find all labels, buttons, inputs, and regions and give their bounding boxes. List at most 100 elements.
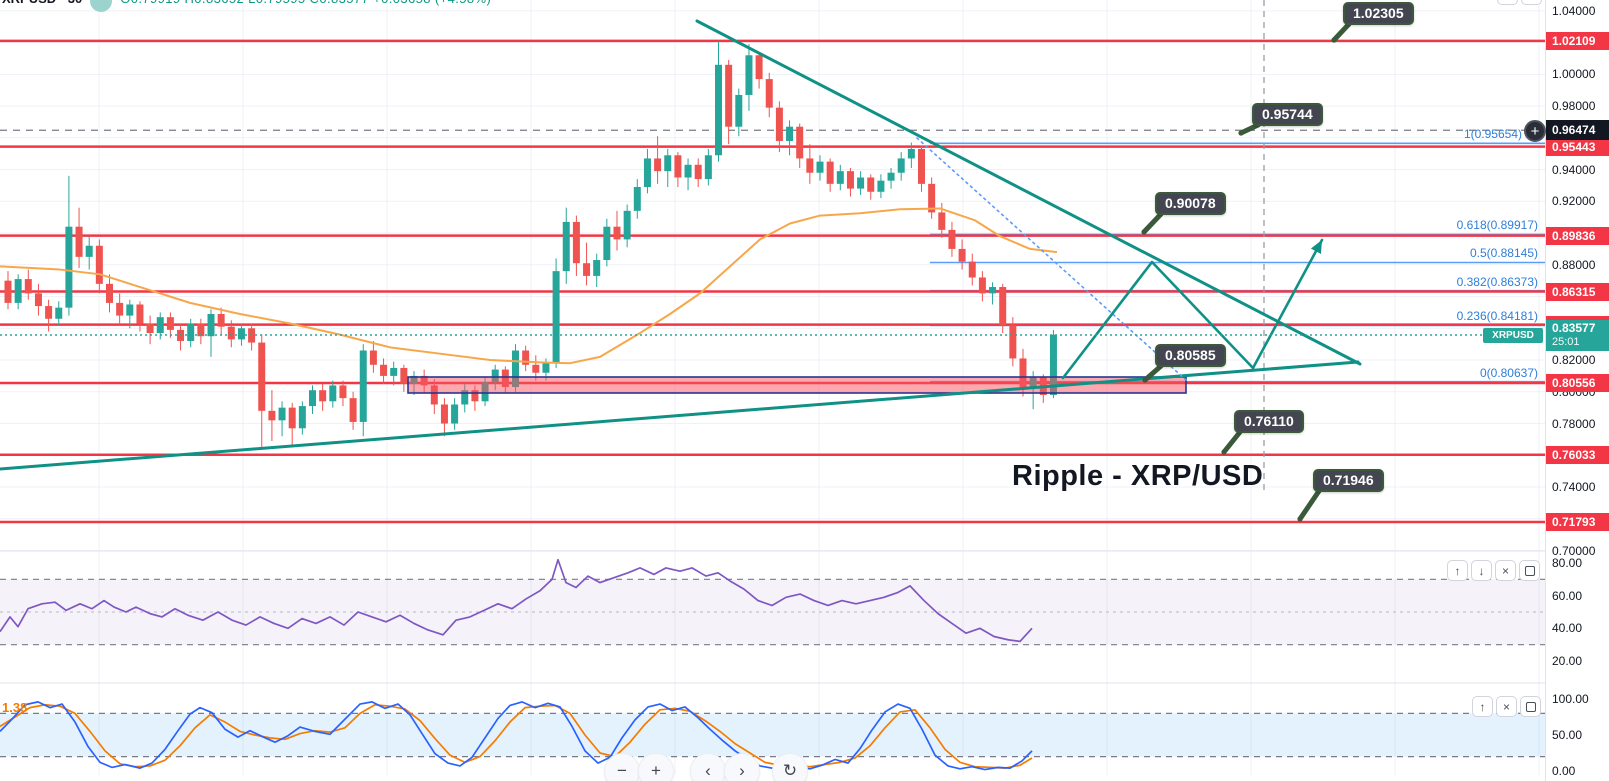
candle-body (491, 369, 499, 383)
scroll-left-button[interactable]: ‹ (690, 753, 726, 781)
candle-body (542, 363, 550, 373)
candle-body (968, 261, 976, 278)
candle-body (65, 226, 73, 308)
price-callout-label[interactable]: 0.90078 (1155, 192, 1226, 215)
candle-body (765, 79, 773, 108)
candle-body (654, 158, 662, 172)
price-callout-label[interactable]: 0.95744 (1252, 103, 1323, 126)
price-projection-zigzag[interactable] (1061, 260, 1255, 380)
chart-title: Ripple - XRP/USD (1012, 460, 1264, 492)
candle-body (136, 304, 144, 324)
candle-body (664, 155, 672, 172)
candle-body (725, 64, 733, 127)
candle-body (918, 148, 925, 184)
callout-anchor-dot (1331, 37, 1337, 43)
price-callout-label[interactable]: 1.02305 (1343, 2, 1414, 25)
fib-level-label[interactable]: 0.618(0.89917) (1456, 218, 1538, 233)
move-pane-up-button[interactable]: ↑ (1497, 0, 1518, 5)
candle-body (745, 55, 753, 95)
maximize-pane-button[interactable] (1521, 0, 1542, 5)
candle-body (786, 126, 794, 141)
maximize-pane-button[interactable] (1519, 560, 1540, 581)
price-level-axis-label: 0.80556 (1546, 373, 1609, 392)
candle-body (633, 187, 641, 211)
candle-body (674, 155, 682, 178)
fib-level-label[interactable]: 0.236(0.84181) (1456, 309, 1538, 324)
dotted-projection-line[interactable] (916, 137, 1187, 381)
candle-body (258, 342, 266, 411)
candle-body (887, 172, 895, 181)
candle-body (55, 307, 63, 319)
price-level-axis-label: 0.95443 (1546, 137, 1609, 156)
exchange-logo-icon (90, 0, 113, 12)
zoom-out-button[interactable]: − (604, 753, 640, 781)
callout-tail (1221, 429, 1243, 455)
price-callout-label[interactable]: 0.71946 (1313, 469, 1384, 492)
projection-arrow-line[interactable] (1251, 238, 1324, 370)
price-level-axis-label: 1.02109 (1546, 31, 1609, 50)
candle-body (1009, 325, 1017, 359)
reset-chart-button[interactable]: ↻ (772, 753, 808, 781)
candle-body (583, 263, 591, 276)
maximize-pane-button[interactable] (1520, 696, 1541, 717)
move-pane-up-button[interactable]: ↑ (1472, 696, 1493, 717)
candle-body (816, 161, 824, 173)
candle-body (552, 271, 560, 364)
candle-body (339, 385, 347, 399)
rsi-axis-tick: 20.00 (1552, 653, 1583, 668)
candle-body (156, 317, 164, 334)
move-pane-down-button[interactable]: ↓ (1471, 560, 1492, 581)
price-axis-tick: 0.98000 (1552, 99, 1596, 114)
add-alert-icon[interactable]: + (1524, 120, 1546, 142)
move-pane-up-button[interactable]: ↑ (1447, 560, 1468, 581)
ascending-trendline[interactable] (0, 360, 1360, 471)
candle-body (522, 350, 530, 365)
candle-body (877, 180, 885, 192)
candle-body (359, 350, 367, 422)
candle-body (613, 226, 621, 240)
callout-tail (1238, 122, 1261, 136)
candle-body (319, 390, 327, 402)
candle-body (562, 221, 570, 272)
price-axis-tick: 1.00000 (1552, 67, 1596, 82)
fib-level-label[interactable]: 0.382(0.86373) (1456, 274, 1538, 289)
scroll-right-button[interactable]: › (724, 753, 760, 781)
ohlc-strip: XRPUSD · 30 O0.79919 H0.83652 L0.79595 C… (2, 0, 491, 12)
zoom-in-button[interactable]: + (638, 753, 674, 781)
price-level-axis-label: 0.86315 (1546, 282, 1609, 301)
descending-trendline[interactable] (695, 19, 1362, 366)
candle-body (207, 314, 215, 337)
candle-body (369, 350, 377, 365)
candle-body (958, 248, 966, 262)
candle-body (948, 229, 956, 249)
price-callout-label[interactable]: 0.76110 (1234, 410, 1304, 433)
candle-body (928, 183, 936, 213)
price-axis-tick: 0.74000 (1552, 480, 1596, 495)
rsi-line (0, 558, 1033, 643)
candle-body (24, 279, 32, 294)
price-axis-tick: 1.04000 (1552, 3, 1596, 18)
stoch-band (0, 713, 1545, 757)
stoch-d-line (0, 703, 1033, 769)
candle-body (532, 364, 540, 373)
price-axis-tick: 0.94000 (1552, 162, 1596, 177)
candle-body (796, 126, 804, 159)
candle-body (390, 367, 398, 376)
support-zone-rectangle[interactable] (407, 376, 1187, 394)
candle-body (572, 221, 580, 264)
callout-tail (1142, 363, 1164, 383)
fib-level-label[interactable]: 0.5(0.88145) (1469, 246, 1538, 261)
price-callout-label[interactable]: 0.80585 (1155, 344, 1226, 367)
callout-tail (1141, 211, 1164, 235)
candle-body (806, 158, 814, 173)
fib-level-label[interactable]: 0(0.80637) (1479, 365, 1538, 380)
stoch-axis-tick: 0.00 (1552, 764, 1576, 778)
close-pane-button[interactable]: × (1495, 560, 1516, 581)
rsi-axis-tick: 40.00 (1552, 621, 1583, 636)
fib-level-label[interactable]: 1(0.95654) (1463, 127, 1522, 142)
candle-body (14, 279, 22, 303)
close-pane-button[interactable]: × (1496, 696, 1517, 717)
candle-body (197, 323, 205, 337)
symbol-label: XRPUSD · 30 (2, 0, 82, 6)
